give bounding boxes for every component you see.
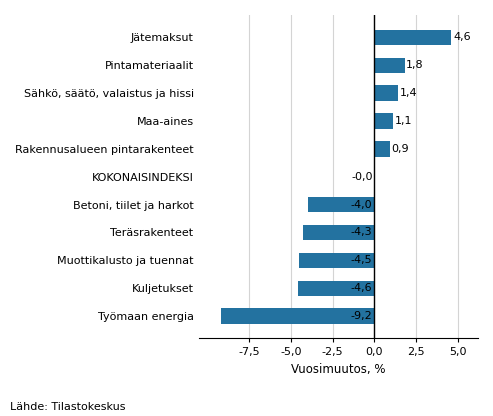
Text: -0,0: -0,0 [352,172,373,182]
Text: 1,1: 1,1 [394,116,412,126]
Text: Lähde: Tilastokeskus: Lähde: Tilastokeskus [10,402,125,412]
Bar [221,308,375,324]
Text: -4,0: -4,0 [351,200,372,210]
Text: 4,6: 4,6 [453,32,471,42]
Text: 0,9: 0,9 [391,144,409,154]
Bar [303,225,375,240]
Bar [308,197,375,212]
Bar [375,141,389,156]
X-axis label: Vuosimuutos, %: Vuosimuutos, % [291,363,386,376]
Text: -4,3: -4,3 [351,228,372,238]
Text: 1,4: 1,4 [399,88,417,98]
Bar [375,57,405,73]
Bar [375,113,393,129]
Text: -4,5: -4,5 [351,255,372,265]
Bar [375,30,451,45]
Text: -9,2: -9,2 [350,311,372,321]
Bar [299,253,375,268]
Bar [375,85,398,101]
Bar [298,280,375,296]
Text: 1,8: 1,8 [406,60,424,70]
Text: -4,6: -4,6 [351,283,372,293]
